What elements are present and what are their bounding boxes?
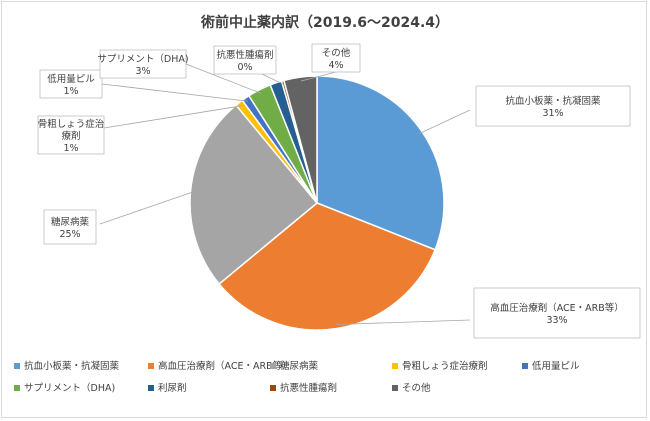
data-label-name: 抗血小板薬・抗凝固薬 xyxy=(505,95,601,107)
callout-leader-line xyxy=(99,191,195,225)
legend-swatch xyxy=(392,384,398,391)
data-label-percent: 25% xyxy=(59,229,80,240)
legend-label: 骨粗しょう症治療剤 xyxy=(402,361,488,372)
data-label-percent: 31% xyxy=(542,108,563,119)
legend-item: 糖尿病薬 xyxy=(270,358,318,372)
data-label-name: 抗悪性腫瘍剤 xyxy=(216,49,273,61)
legend-label: 糖尿病薬 xyxy=(280,361,319,372)
callout-leader-line xyxy=(185,63,262,94)
legend-swatch xyxy=(270,362,276,369)
legend-item: その他 xyxy=(392,380,431,394)
data-label-name: 高血圧治療剤（ACE・ARB等） xyxy=(490,302,624,314)
callout-box xyxy=(39,69,103,99)
legend-label: 低用量ピル xyxy=(532,361,580,372)
legend-label: その他 xyxy=(402,383,431,394)
callout-box xyxy=(43,209,97,245)
legend-label: サプリメント（DHA) xyxy=(24,383,116,394)
pie-slice xyxy=(282,75,318,204)
pie-slice xyxy=(189,104,319,286)
legend-swatch xyxy=(148,384,154,391)
legend-swatch xyxy=(522,362,528,369)
legend-item: 高血圧治療剤（ACE・ARB等） xyxy=(148,358,292,372)
callout-leader-line xyxy=(418,109,471,135)
legend-label: 抗悪性腫瘍剤 xyxy=(280,383,338,394)
legend-item: サプリメント（DHA) xyxy=(14,380,115,394)
legend-swatch xyxy=(148,362,154,369)
pie-slice xyxy=(218,202,437,331)
data-label-name: 低用量ピル xyxy=(47,73,95,85)
callout-leader-line xyxy=(261,73,284,85)
callout-box xyxy=(311,43,361,73)
legend-swatch xyxy=(14,384,20,391)
legend-swatch xyxy=(14,362,20,369)
callout-box xyxy=(37,115,105,155)
callout-box xyxy=(475,85,631,127)
legend-swatch xyxy=(392,362,398,369)
legend-item: 骨粗しょう症治療剤 xyxy=(392,358,488,372)
callout-leader-line xyxy=(336,319,471,325)
legend-item: 抗血小板薬・抗凝固薬 xyxy=(14,358,119,372)
data-label-name: 療剤 xyxy=(61,130,80,142)
callout-leader-line xyxy=(103,105,242,129)
callout-leader-line xyxy=(300,71,337,82)
legend-label: 利尿剤 xyxy=(158,383,187,394)
data-label-percent: 3% xyxy=(135,66,150,77)
callout-box xyxy=(473,287,641,339)
callout-box xyxy=(99,49,187,79)
chart-title: 術前中止薬内訳（2019.6〜2024.4） xyxy=(200,15,450,31)
legend-label: 抗血小板薬・抗凝固薬 xyxy=(24,361,120,372)
data-label-percent: 1% xyxy=(63,86,78,97)
data-label-percent: 4% xyxy=(328,60,343,71)
data-label-name: 糖尿病薬 xyxy=(51,216,90,228)
callout-box xyxy=(213,45,277,75)
data-label-percent: 1% xyxy=(63,143,78,154)
legend-swatch xyxy=(270,384,276,391)
legend-item: 抗悪性腫瘍剤 xyxy=(270,380,337,394)
data-label-name: サプリメント（DHA) xyxy=(97,53,188,65)
legend-label: 高血圧治療剤（ACE・ARB等） xyxy=(158,361,292,372)
legend-item: 利尿剤 xyxy=(148,380,187,394)
data-label-name: その他 xyxy=(322,47,351,59)
pie-slice xyxy=(316,75,445,251)
data-label-percent: 33% xyxy=(546,315,567,326)
callout-leader-line xyxy=(101,83,248,102)
legend-item: 低用量ピル xyxy=(522,358,580,372)
data-label-percent: 0% xyxy=(237,62,252,73)
data-label-name: 骨粗しょう症治 xyxy=(38,118,105,130)
